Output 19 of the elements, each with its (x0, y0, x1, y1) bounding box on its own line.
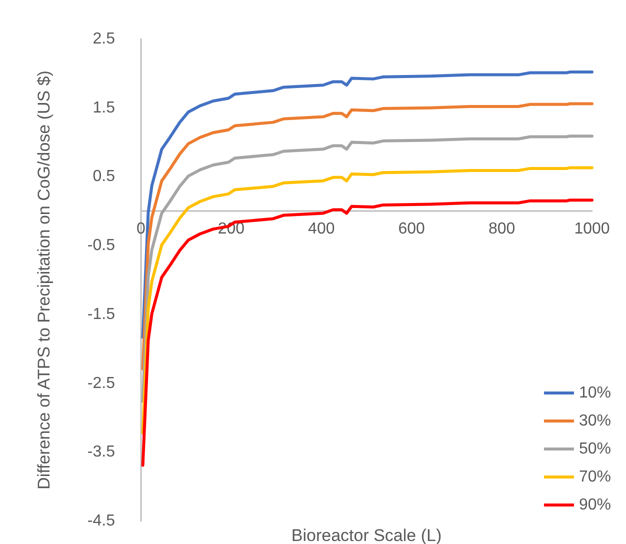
y-tick-label: -2.5 (87, 374, 116, 392)
legend-label: 90% (578, 496, 612, 514)
x-tick-label: 400 (308, 220, 335, 238)
y-axis-title: Difference of ATPS to Precipitation on CoG/dose (US $) (34, 70, 54, 490)
legend-label: 10% (578, 384, 612, 402)
y-tick-label: -4.5 (87, 512, 116, 530)
y-tick-label: -1.5 (87, 306, 116, 323)
x-tick-label: 0 (136, 220, 146, 238)
y-tick-label: -3.5 (87, 444, 116, 461)
x-tick-label: 1000 (574, 220, 610, 238)
legend-label: 50% (578, 440, 612, 458)
y-tick-label: 0.5 (92, 168, 116, 186)
legend-label: 30% (578, 412, 612, 430)
legend-label: 70% (578, 468, 612, 486)
y-tick-label: -0.5 (87, 237, 116, 254)
y-tick-label: 2.5 (92, 30, 116, 48)
x-tick-label: 600 (398, 220, 426, 238)
x-tick-label: 800 (488, 220, 516, 238)
y-tick-label: 1.5 (92, 99, 116, 116)
